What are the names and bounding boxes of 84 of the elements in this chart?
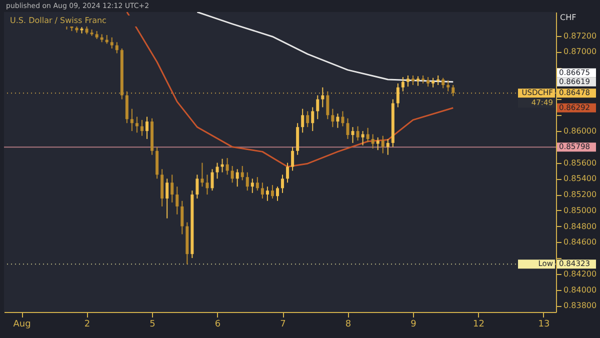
x-tick-label: Aug (13, 320, 31, 330)
y-tick-label: 0.84800 (564, 222, 597, 231)
candlestick (406, 74, 410, 88)
candlestick (156, 146, 159, 180)
candlestick (266, 186, 269, 202)
y-axis-title: CHF (560, 13, 577, 22)
candlestick (130, 108, 134, 132)
y-tick-label: 0.85600 (564, 158, 597, 168)
line-series (196, 12, 454, 83)
candlestick (146, 116, 149, 140)
candlestick (386, 138, 390, 156)
candlestick (346, 118, 350, 140)
candlestick (115, 42, 118, 54)
candlestick (196, 174, 199, 200)
candlestick (226, 158, 229, 176)
x-tick-label: 8 (345, 320, 352, 330)
candlestick (281, 174, 284, 194)
candlestick (246, 172, 249, 192)
y-tick-label: 0.83800 (564, 301, 597, 310)
candlestick (326, 90, 330, 120)
candlestick (432, 77, 435, 88)
candlestick (170, 174, 174, 203)
x-tick-label: 6 (214, 320, 221, 330)
y-tick-label: 0.84200 (564, 269, 597, 278)
candlestick (256, 176, 259, 192)
y-tick-label: 0.84600 (564, 238, 597, 247)
candlestick (316, 94, 320, 120)
candlestick (230, 165, 234, 184)
y-tick-label: 0.85400 (564, 174, 597, 184)
candlestick (366, 127, 370, 143)
candlestick (200, 162, 204, 188)
candlestick (361, 130, 364, 146)
candlestick (140, 119, 144, 136)
x-tick-label: 7 (280, 320, 286, 330)
x-tick-label: 9 (410, 320, 417, 330)
x-tick-label: 13 (538, 320, 550, 330)
candlestick (442, 77, 445, 89)
y-tick-label: 0.87200 (564, 31, 597, 40)
candlestick (260, 182, 264, 200)
candlestick (311, 106, 314, 132)
chart-title: U.S. Dollar / Swiss Franc (10, 16, 106, 25)
candlestick (250, 178, 254, 194)
candlestick (341, 110, 344, 127)
candlestick (220, 158, 224, 173)
candlestick (436, 74, 440, 86)
candlestick (371, 134, 374, 150)
candlestick (110, 36, 114, 50)
candlestick (296, 122, 300, 156)
candlestick (270, 184, 274, 200)
y-tick-label: 0.87000 (564, 47, 597, 56)
candlestick (286, 162, 290, 184)
candlestick (301, 108, 304, 134)
y-tick-label: 0.86000 (564, 126, 597, 136)
candlestick (331, 108, 334, 128)
y-tick-label: 0.85000 (564, 206, 597, 215)
candlestick (351, 126, 354, 144)
candlestick (166, 178, 169, 219)
candlestick (426, 76, 430, 88)
candlestick (336, 113, 340, 128)
x-tick-label: 12 (473, 320, 484, 330)
candlestick (356, 126, 360, 142)
candlestick (416, 76, 420, 86)
candlestick (276, 186, 279, 202)
candlestick (452, 84, 455, 97)
candlestick (180, 200, 184, 235)
candlestick (306, 110, 310, 128)
candlestick (446, 80, 450, 92)
candlestick (240, 165, 244, 181)
candlestick (376, 136, 380, 151)
candlestick (176, 186, 179, 215)
y-tick-label: 0.84000 (564, 285, 597, 294)
candlestick (291, 146, 294, 172)
x-tick-label: 2 (84, 320, 90, 330)
candlestick (210, 168, 214, 192)
candlestick (125, 90, 128, 124)
candlestick (216, 162, 219, 180)
candlestick (135, 116, 138, 134)
candlestick (236, 168, 239, 188)
candlestick (206, 174, 209, 196)
candlestick (160, 168, 164, 207)
candlestick (411, 74, 414, 86)
x-tick-label: 5 (150, 320, 156, 330)
y-tick-label: 0.85200 (564, 190, 597, 200)
candlestick (381, 135, 384, 154)
